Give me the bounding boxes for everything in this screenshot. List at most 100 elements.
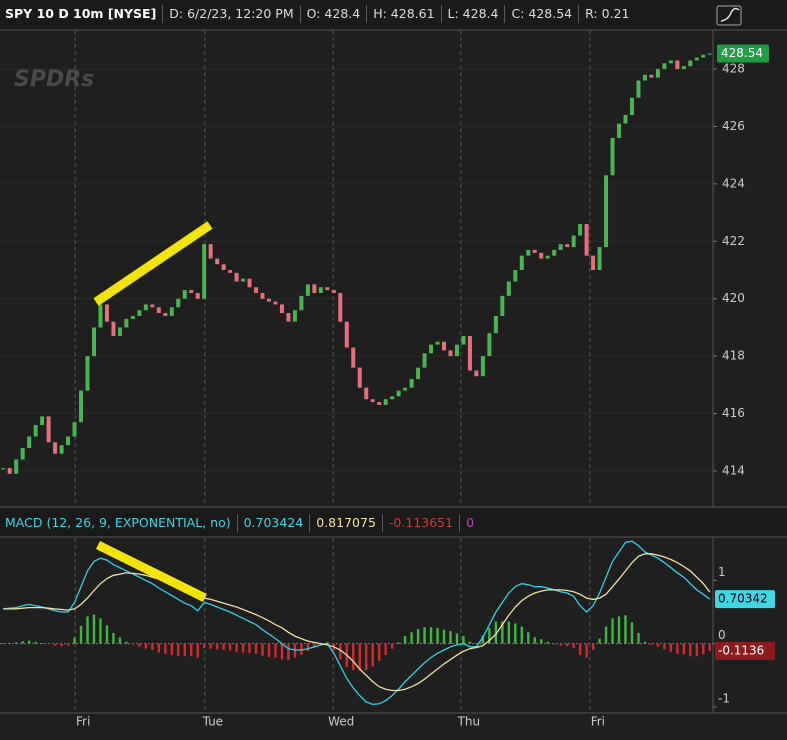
style-button[interactable] bbox=[716, 5, 742, 26]
candle bbox=[305, 284, 310, 296]
candle bbox=[189, 290, 194, 293]
watermark: SPDRs bbox=[14, 67, 94, 92]
close: C: 428.54 bbox=[504, 5, 578, 23]
histogram-bar bbox=[47, 643, 50, 645]
candle bbox=[53, 442, 58, 454]
histogram-bar bbox=[598, 638, 601, 644]
histogram-bar bbox=[267, 643, 271, 657]
macd-title: MACD (12, 26, 9, EXPONENTIAL, no) bbox=[5, 515, 231, 530]
candle bbox=[104, 304, 109, 322]
histogram-bar bbox=[27, 640, 31, 644]
value-box-label: 0.70342 bbox=[718, 592, 768, 606]
histogram-bar bbox=[449, 631, 452, 644]
histogram-bar bbox=[481, 635, 485, 644]
candle bbox=[642, 74, 647, 81]
candle bbox=[40, 416, 45, 426]
candle bbox=[416, 367, 421, 380]
candle bbox=[150, 304, 155, 308]
candle bbox=[668, 60, 673, 64]
histogram-bar bbox=[377, 643, 381, 661]
last-price-label: 428.54 bbox=[721, 46, 763, 60]
candle bbox=[182, 290, 187, 299]
candle bbox=[403, 387, 408, 391]
candle bbox=[377, 402, 382, 405]
histogram-bar bbox=[92, 614, 96, 644]
macd-readout: 0.703424 bbox=[236, 514, 310, 532]
candle bbox=[545, 255, 550, 259]
histogram-bar bbox=[429, 627, 433, 644]
candle bbox=[636, 80, 641, 98]
y-tick-label: 426 bbox=[722, 119, 745, 133]
candle bbox=[279, 304, 284, 314]
candle bbox=[331, 290, 336, 293]
histogram-bar bbox=[15, 642, 18, 644]
histogram-bar bbox=[79, 625, 83, 644]
histogram-bar bbox=[287, 643, 290, 661]
macd-readout: 0 bbox=[459, 514, 480, 532]
histogram-bar bbox=[468, 641, 472, 644]
candle bbox=[7, 468, 12, 474]
histogram-bar bbox=[215, 643, 219, 650]
candle bbox=[584, 224, 589, 256]
histogram-bar bbox=[682, 643, 686, 655]
histogram-bar bbox=[241, 643, 245, 653]
histogram-bar bbox=[99, 618, 102, 644]
candle bbox=[124, 318, 129, 328]
histogram-bar bbox=[546, 641, 549, 644]
candle bbox=[66, 436, 71, 446]
candle bbox=[610, 137, 615, 176]
candle bbox=[312, 284, 317, 293]
candle bbox=[351, 347, 356, 368]
histogram-bar bbox=[604, 626, 608, 644]
histogram-bar bbox=[611, 618, 614, 644]
histogram-bar bbox=[552, 643, 556, 645]
histogram-bar bbox=[53, 643, 57, 646]
histogram-bar bbox=[313, 643, 316, 649]
candle bbox=[578, 224, 583, 236]
histogram-bar bbox=[442, 629, 446, 644]
candle bbox=[1, 468, 6, 470]
trend-drawing bbox=[93, 221, 213, 306]
histogram-bar bbox=[585, 643, 588, 658]
histogram-bar bbox=[274, 643, 277, 658]
histogram-bar bbox=[73, 637, 76, 644]
candle bbox=[623, 114, 628, 124]
candle bbox=[72, 422, 77, 437]
x-tick-label: Wed bbox=[328, 715, 354, 729]
candle bbox=[526, 249, 531, 256]
candle bbox=[493, 315, 498, 334]
histogram-bar bbox=[228, 643, 232, 651]
histogram-bar bbox=[8, 643, 11, 644]
histogram-bar bbox=[527, 632, 530, 644]
histogram-bar bbox=[371, 643, 374, 667]
histogram-bar bbox=[475, 643, 478, 644]
histogram-bar bbox=[540, 639, 543, 644]
candle bbox=[487, 333, 492, 357]
candle bbox=[234, 272, 239, 282]
macd-header-background bbox=[0, 509, 787, 537]
candle bbox=[675, 60, 680, 70]
histogram-bar bbox=[157, 643, 161, 653]
candle bbox=[649, 74, 654, 78]
candle bbox=[591, 255, 596, 271]
histogram-bar bbox=[21, 641, 24, 644]
histogram-bar bbox=[144, 643, 148, 649]
candle bbox=[701, 54, 706, 58]
histogram-bar bbox=[637, 632, 640, 644]
candle bbox=[85, 356, 90, 391]
candle bbox=[156, 307, 161, 314]
candle bbox=[202, 244, 207, 299]
trend-drawing bbox=[96, 540, 207, 603]
histogram-bar bbox=[151, 643, 154, 650]
histogram-bar bbox=[390, 643, 394, 649]
candle bbox=[357, 367, 362, 388]
histogram-bar bbox=[2, 643, 5, 645]
candle bbox=[617, 123, 622, 138]
candle bbox=[506, 281, 511, 296]
histogram-bar bbox=[164, 643, 167, 654]
histogram-bar bbox=[689, 643, 692, 657]
date: D: 6/2/23, 12:20 PM bbox=[162, 5, 299, 23]
open: O: 428.4 bbox=[299, 5, 367, 23]
candle bbox=[117, 327, 122, 337]
